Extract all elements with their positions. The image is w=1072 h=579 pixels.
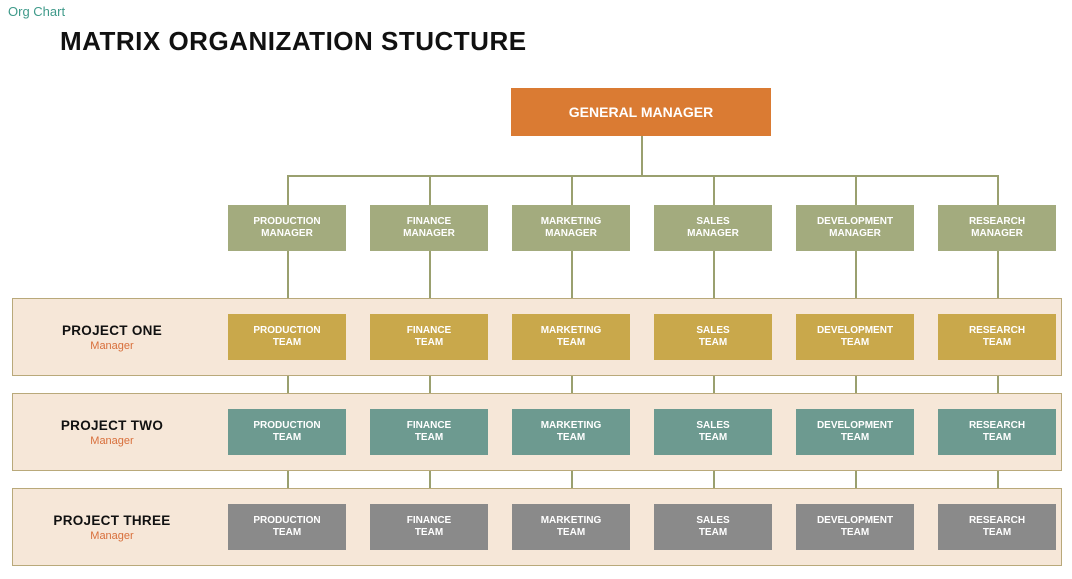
manager-node-5: RESEARCHMANAGER — [938, 205, 1056, 251]
manager-label-2: MARKETINGMANAGER — [541, 216, 602, 241]
general-manager-label: GENERAL MANAGER — [569, 104, 713, 121]
team-label-r2-c2: MARKETINGTEAM — [541, 515, 602, 540]
connector-gm-drop — [641, 136, 643, 175]
project-name-1: PROJECT TWO — [61, 418, 163, 433]
project-sub-0: Manager — [90, 340, 133, 352]
connector-col-4 — [855, 251, 857, 527]
manager-label-1: FINANCEMANAGER — [403, 216, 455, 241]
connector-col-1 — [429, 251, 431, 527]
connector-col-0 — [287, 251, 289, 527]
team-label-r0-c1: FINANCETEAM — [407, 325, 451, 350]
general-manager-node: GENERAL MANAGER — [511, 88, 771, 136]
team-label-r2-c0: PRODUCTIONTEAM — [253, 515, 320, 540]
team-node-r0-c4: DEVELOPMENTTEAM — [796, 314, 914, 360]
team-label-r0-c5: RESEARCHTEAM — [969, 325, 1025, 350]
connector-mgr-drop-2 — [571, 175, 573, 205]
team-label-r2-c4: DEVELOPMENTTEAM — [817, 515, 893, 540]
breadcrumb-text: Org Chart — [8, 4, 65, 19]
team-node-r0-c3: SALESTEAM — [654, 314, 772, 360]
team-node-r1-c4: DEVELOPMENTTEAM — [796, 409, 914, 455]
team-node-r0-c2: MARKETINGTEAM — [512, 314, 630, 360]
team-node-r0-c1: FINANCETEAM — [370, 314, 488, 360]
page-title: MATRIX ORGANIZATION STUCTURE — [60, 26, 527, 57]
manager-label-5: RESEARCHMANAGER — [969, 216, 1025, 241]
team-label-r1-c1: FINANCETEAM — [407, 420, 451, 445]
project-label-1: PROJECT TWO Manager — [12, 393, 212, 471]
team-node-r2-c2: MARKETINGTEAM — [512, 504, 630, 550]
project-label-2: PROJECT THREE Manager — [12, 488, 212, 566]
manager-node-0: PRODUCTIONMANAGER — [228, 205, 346, 251]
team-node-r1-c1: FINANCETEAM — [370, 409, 488, 455]
team-node-r2-c4: DEVELOPMENTTEAM — [796, 504, 914, 550]
team-label-r2-c3: SALESTEAM — [696, 515, 729, 540]
manager-label-4: DEVELOPMENTMANAGER — [817, 216, 893, 241]
project-sub-1: Manager — [90, 435, 133, 447]
project-name-0: PROJECT ONE — [62, 323, 162, 338]
connector-mgr-drop-1 — [429, 175, 431, 205]
connector-hbus — [287, 175, 997, 177]
breadcrumb[interactable]: Org Chart — [8, 4, 65, 19]
manager-node-3: SALESMANAGER — [654, 205, 772, 251]
team-node-r0-c5: RESEARCHTEAM — [938, 314, 1056, 360]
team-node-r2-c3: SALESTEAM — [654, 504, 772, 550]
connector-col-3 — [713, 251, 715, 527]
manager-label-3: SALESMANAGER — [687, 216, 739, 241]
team-label-r0-c2: MARKETINGTEAM — [541, 325, 602, 350]
manager-node-2: MARKETINGMANAGER — [512, 205, 630, 251]
manager-node-1: FINANCEMANAGER — [370, 205, 488, 251]
connector-mgr-drop-4 — [855, 175, 857, 205]
connector-mgr-drop-5 — [997, 175, 999, 205]
team-node-r1-c0: PRODUCTIONTEAM — [228, 409, 346, 455]
team-node-r1-c3: SALESTEAM — [654, 409, 772, 455]
connector-col-2 — [571, 251, 573, 527]
team-label-r0-c3: SALESTEAM — [696, 325, 729, 350]
team-label-r1-c2: MARKETINGTEAM — [541, 420, 602, 445]
team-node-r2-c1: FINANCETEAM — [370, 504, 488, 550]
team-label-r1-c3: SALESTEAM — [696, 420, 729, 445]
project-sub-2: Manager — [90, 530, 133, 542]
team-label-r0-c0: PRODUCTIONTEAM — [253, 325, 320, 350]
connector-col-5 — [997, 251, 999, 527]
team-label-r1-c0: PRODUCTIONTEAM — [253, 420, 320, 445]
manager-label-0: PRODUCTIONMANAGER — [253, 216, 320, 241]
project-name-2: PROJECT THREE — [53, 513, 170, 528]
team-node-r2-c0: PRODUCTIONTEAM — [228, 504, 346, 550]
team-node-r1-c5: RESEARCHTEAM — [938, 409, 1056, 455]
team-node-r0-c0: PRODUCTIONTEAM — [228, 314, 346, 360]
team-label-r1-c5: RESEARCHTEAM — [969, 420, 1025, 445]
project-label-0: PROJECT ONE Manager — [12, 298, 212, 376]
team-node-r1-c2: MARKETINGTEAM — [512, 409, 630, 455]
connector-mgr-drop-3 — [713, 175, 715, 205]
team-node-r2-c5: RESEARCHTEAM — [938, 504, 1056, 550]
team-label-r2-c1: FINANCETEAM — [407, 515, 451, 540]
connector-mgr-drop-0 — [287, 175, 289, 205]
manager-node-4: DEVELOPMENTMANAGER — [796, 205, 914, 251]
team-label-r1-c4: DEVELOPMENTTEAM — [817, 420, 893, 445]
team-label-r2-c5: RESEARCHTEAM — [969, 515, 1025, 540]
team-label-r0-c4: DEVELOPMENTTEAM — [817, 325, 893, 350]
